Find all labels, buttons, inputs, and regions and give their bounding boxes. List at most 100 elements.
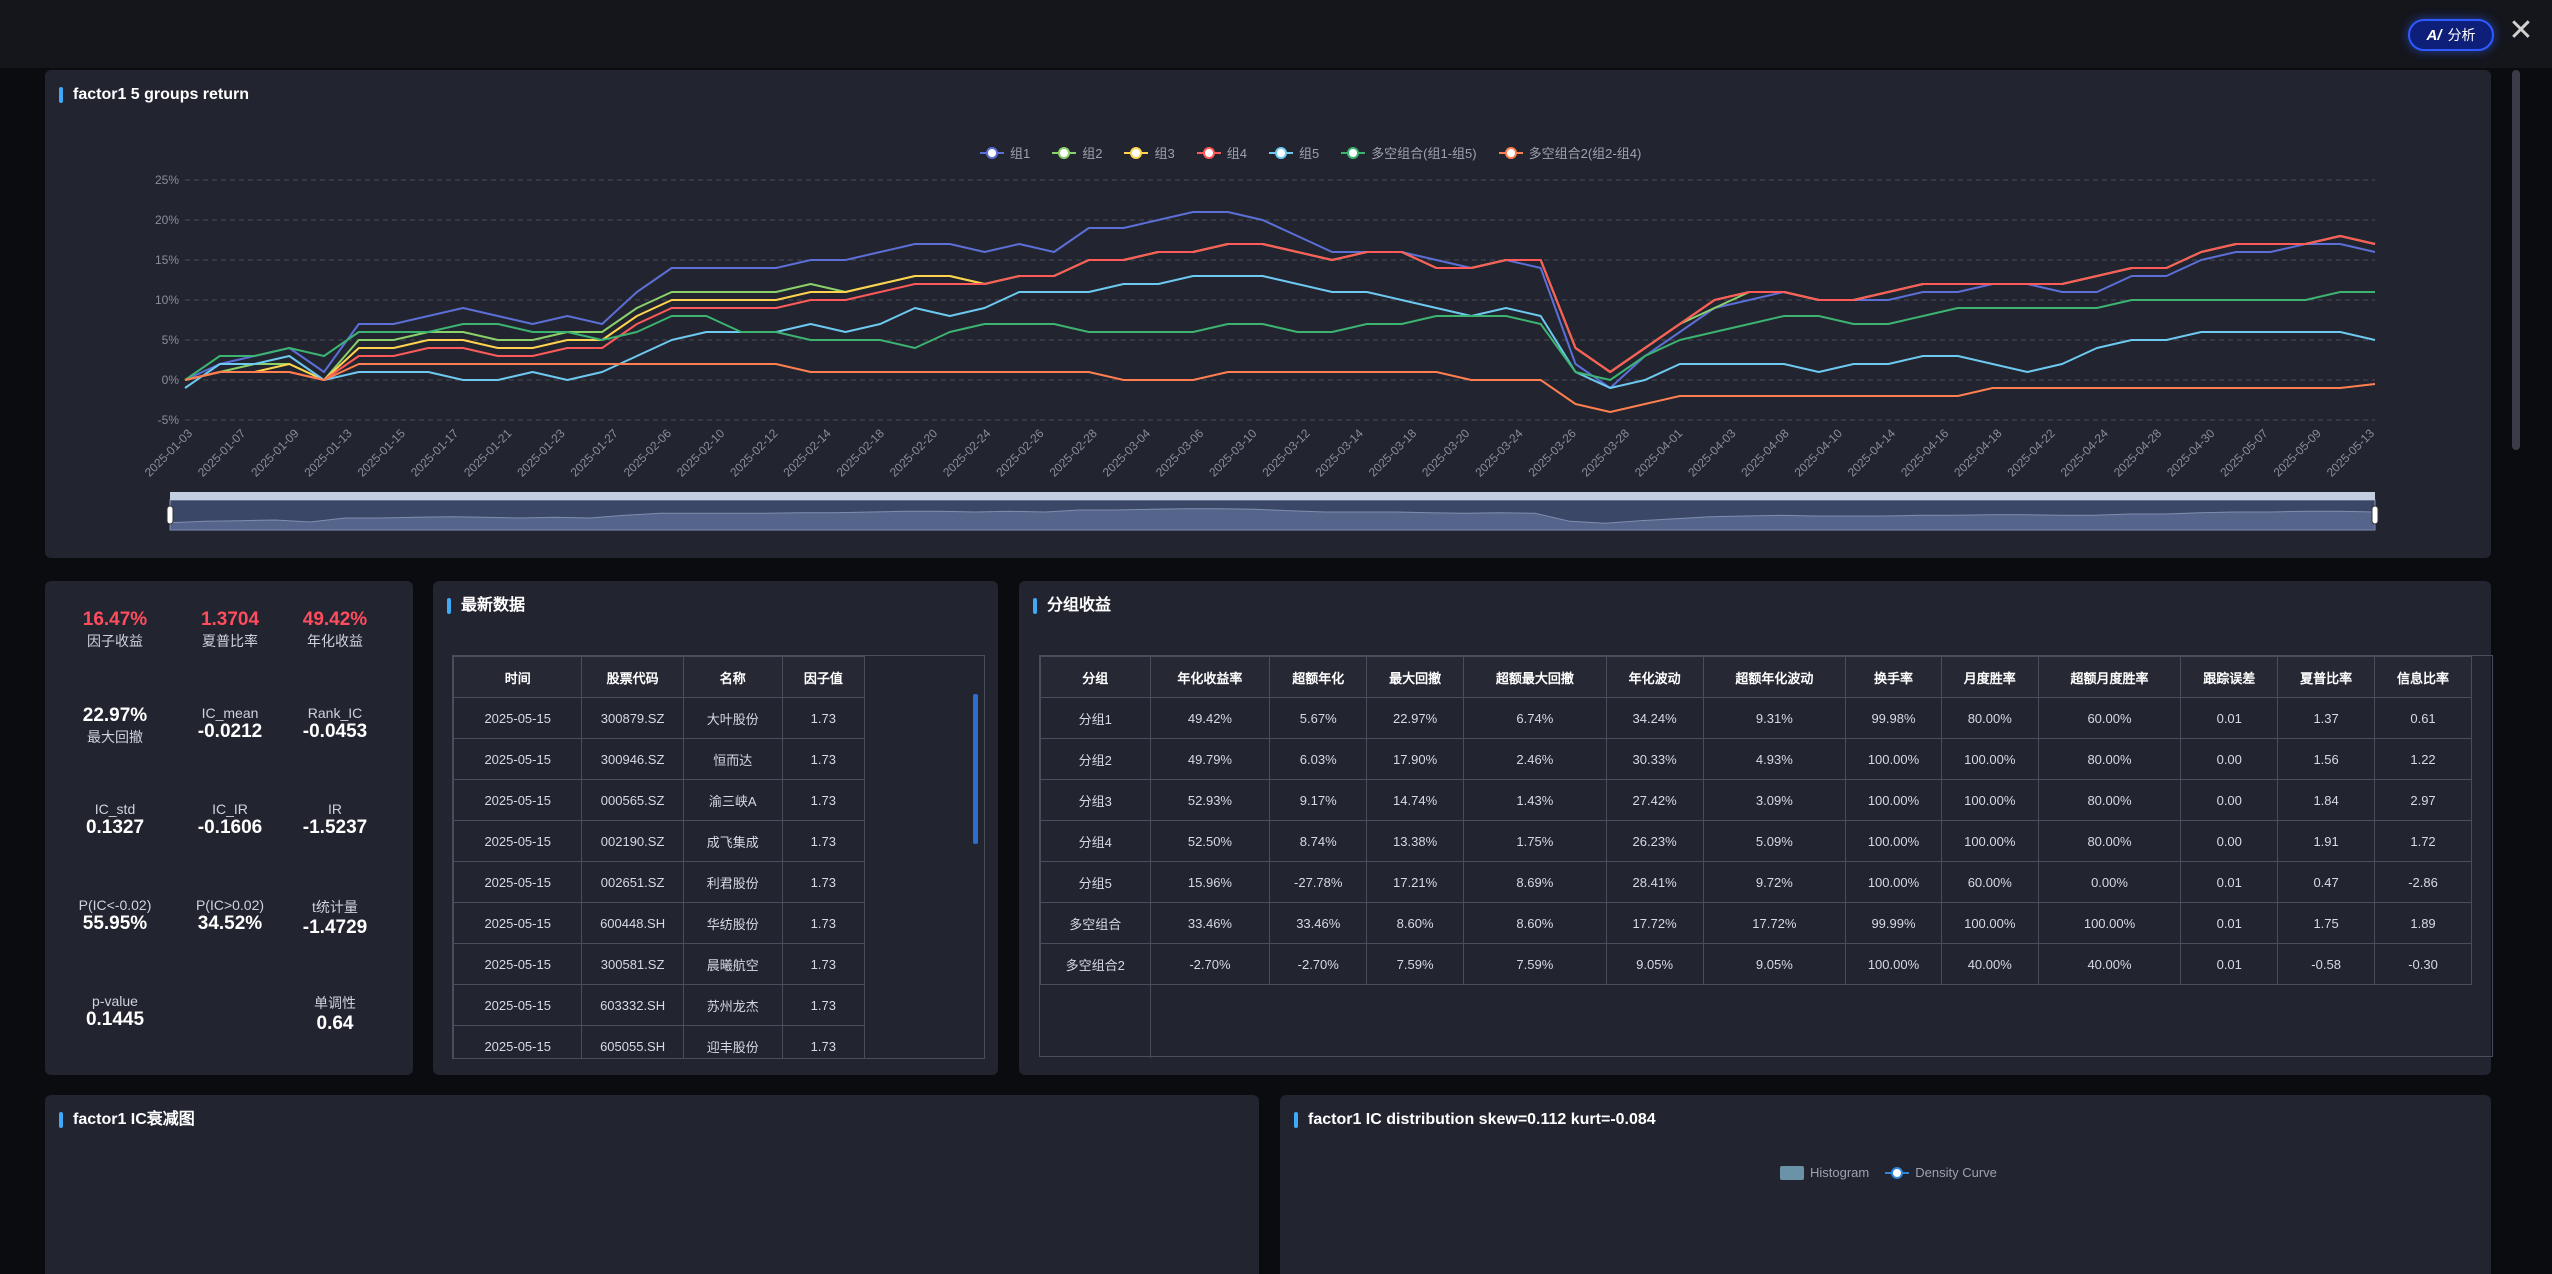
table-cell: 9.05% [1605, 943, 1704, 985]
table-cell: 1.73 [781, 861, 866, 903]
table-cell: 80.00% [1940, 697, 2039, 739]
y-tick-label: 15% [155, 253, 179, 267]
stat-p-ic-lt: P(IC<-0.02) 55.95% [45, 897, 185, 935]
table-header-cell[interactable]: 跟踪误差 [2180, 656, 2279, 698]
table-header-cell[interactable]: 名称 [682, 656, 783, 698]
ai-analysis-label: 分析 [2447, 27, 2476, 43]
table-row[interactable]: 多空组合 33.46% 33.46% 8.60% 8.60% 17.72% 17.72% 99… [1040, 902, 2472, 944]
legend-label: Histogram [1810, 1165, 1870, 1180]
modal-scrollbar[interactable] [2512, 70, 2520, 450]
table-row[interactable]: 2025-05-15 300879.SZ 大叶股份 1.73 [453, 697, 866, 739]
series-line[interactable] [184, 275, 2376, 389]
legend-item[interactable]: 组3 [1124, 143, 1175, 162]
ic-distribution-panel: factor1 IC distribution skew=0.112 kurt=… [1280, 1095, 2491, 1274]
table-header-cell[interactable]: 最大回撤 [1366, 656, 1465, 698]
table-cell: 1.72 [2374, 820, 2472, 862]
table-row[interactable]: 2025-05-15 000565.SZ 渝三峡A 1.73 [453, 779, 866, 821]
x-tick-label: 2025-02-20 [887, 426, 941, 480]
stats-panel: 16.47% 因子收益 1.3704 夏普比率 49.42% 年化收益 22.9… [45, 581, 413, 1075]
stat-label: 夏普比率 [202, 633, 258, 649]
table-cell: -27.78% [1269, 861, 1368, 903]
stat-label: 单调性 [314, 995, 356, 1011]
table-row[interactable]: 分组4 52.50% 8.74% 13.38% 1.75% 26.23% 5.09% 100.… [1040, 820, 2472, 862]
table-header-cell[interactable]: 超额最大回撤 [1463, 656, 1607, 698]
panel-title: factor1 IC衰减图 [59, 1111, 195, 1129]
table-header-cell[interactable]: 分组 [1040, 656, 1151, 698]
table-cell: 17.72% [1605, 902, 1704, 944]
table-cell: 1.37 [2277, 697, 2376, 739]
stat-value: -0.0212 [197, 721, 263, 742]
close-icon[interactable]: ✕ [2508, 14, 2534, 47]
table-header-cell[interactable]: 信息比率 [2374, 656, 2472, 698]
table-header-cell[interactable]: 夏普比率 [2277, 656, 2376, 698]
table-header-cell[interactable]: 超额年化波动 [1702, 656, 1847, 698]
table-cell: 1.22 [2374, 738, 2472, 780]
zoom-slider-bar[interactable] [170, 492, 2375, 500]
table-row[interactable]: 2025-05-15 002190.SZ 成飞集成 1.73 [453, 820, 866, 862]
table-row[interactable]: 多空组合2 -2.70% -2.70% 7.59% 7.59% 9.05% 9.05% 100… [1040, 943, 2472, 985]
legend-histogram[interactable]: Histogram [1780, 1165, 1869, 1180]
latest-table-scrollbar[interactable] [973, 694, 978, 844]
table-cell: 6.74% [1463, 697, 1607, 739]
legend-label: 组4 [1226, 146, 1247, 161]
y-tick-label: 25% [155, 173, 179, 187]
legend-label: 组1 [1010, 146, 1031, 161]
x-tick-label: 2025-02-12 [727, 426, 781, 480]
table-row[interactable]: 2025-05-15 603332.SH 苏州龙杰 1.73 [453, 984, 866, 1026]
stat-label: 最大回撤 [87, 729, 143, 745]
table-cell: 26.23% [1605, 820, 1704, 862]
table-header-cell[interactable]: 月度胜率 [1940, 656, 2039, 698]
stat-ic-mean: IC_mean -0.0212 [160, 705, 300, 743]
ai-analysis-button[interactable]: A/ 分析 [2408, 19, 2494, 51]
stat-monotonic: 单调性 0.64 [265, 993, 405, 1035]
table-row[interactable]: 2025-05-15 300946.SZ 恒而达 1.73 [453, 738, 866, 780]
legend-item[interactable]: 多空组合2(组2-组4) [1498, 143, 1641, 162]
table-cell: 2025-05-15 [453, 779, 583, 821]
table-row[interactable]: 2025-05-15 002651.SZ 利君股份 1.73 [453, 861, 866, 903]
latest-table-wrap[interactable]: 时间 股票代码 名称 因子值 2025-05-15 300879.SZ 大叶股份 1.73 2… [452, 655, 985, 1059]
table-row[interactable]: 分组5 15.96% -27.78% 17.21% 8.69% 28.41% 9.72% 10… [1040, 861, 2472, 903]
zoom-handle[interactable] [2371, 505, 2379, 525]
series-line[interactable] [184, 235, 2376, 381]
table-header-cell[interactable]: 超额月度胜率 [2037, 656, 2182, 698]
table-cell: 5.67% [1269, 697, 1368, 739]
table-header-cell[interactable]: 超额年化 [1269, 656, 1368, 698]
legend-item[interactable]: 组5 [1268, 143, 1319, 162]
ic-dist-legend: Histogram Density Curve [1780, 1165, 1997, 1180]
table-header-cell[interactable]: 年化收益率 [1149, 656, 1271, 698]
table-row[interactable]: 分组3 52.93% 9.17% 14.74% 1.43% 27.42% 3.09% 100.… [1040, 779, 2472, 821]
table-cell: 100.00% [1845, 861, 1942, 903]
x-tick-label: 2025-04-08 [1738, 426, 1792, 480]
legend-item[interactable]: 多空组合(组1-组5) [1341, 143, 1477, 162]
table-row[interactable]: 分组2 49.79% 6.03% 17.90% 2.46% 30.33% 4.93% 100.… [1040, 738, 2472, 780]
x-tick-label: 2025-03-26 [1526, 426, 1580, 480]
table-row[interactable]: 2025-05-15 605055.SH 迎丰股份 1.73 [453, 1025, 866, 1058]
zoom-handle[interactable] [166, 505, 174, 525]
table-header-cell[interactable]: 股票代码 [581, 656, 684, 698]
table-cell: 0.47 [2277, 861, 2376, 903]
legend-density[interactable]: Density Curve [1885, 1165, 1997, 1180]
table-header-cell[interactable]: 时间 [453, 656, 583, 698]
table-row[interactable]: 2025-05-15 600448.SH 华纺股份 1.73 [453, 902, 866, 944]
series-line[interactable] [184, 363, 2376, 413]
table-row[interactable]: 2025-05-15 300581.SZ 晨曦航空 1.73 [453, 943, 866, 985]
table-cell: 1.84 [2277, 779, 2376, 821]
stat-value: 0.64 [316, 1013, 354, 1034]
x-tick-label: 2025-05-13 [2324, 426, 2378, 480]
legend-swatch [1196, 146, 1221, 160]
table-cell: 100.00% [1940, 779, 2039, 821]
series-line[interactable] [184, 291, 2375, 381]
y-tick-label: 10% [155, 293, 179, 307]
legend-item[interactable]: 组4 [1196, 143, 1247, 162]
table-header-cell[interactable]: 换手率 [1845, 656, 1942, 698]
table-header-cell[interactable]: 因子值 [781, 656, 866, 698]
table-cell: 100.00% [1845, 779, 1942, 821]
legend-item[interactable]: 组2 [1052, 143, 1102, 162]
table-cell: 2025-05-15 [453, 1025, 583, 1058]
panel-title: 分组收益 [1033, 597, 1111, 615]
legend-item[interactable]: 组1 [980, 143, 1030, 162]
table-row[interactable]: 分组1 49.42% 5.67% 22.97% 6.74% 34.24% 9.31% 99.9… [1040, 697, 2472, 739]
table-cell: 0.00% [2037, 861, 2182, 903]
stat-label: t统计量 [312, 899, 358, 915]
table-header-cell[interactable]: 年化波动 [1605, 656, 1704, 698]
